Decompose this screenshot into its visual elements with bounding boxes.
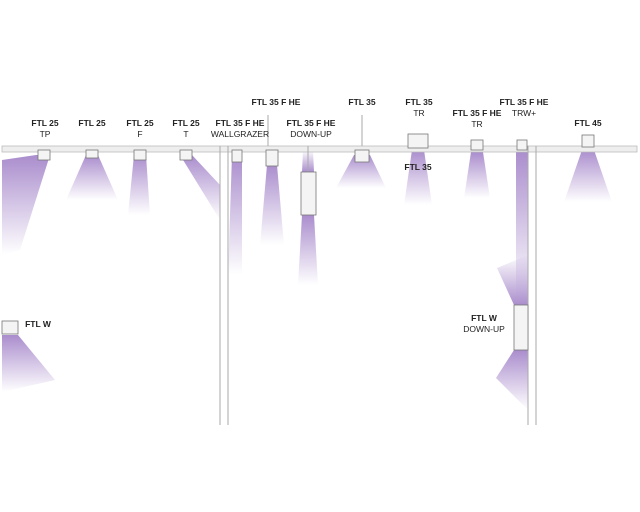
- fixture-name: FTL 35 F HE: [252, 97, 301, 107]
- fixture-variant: DOWN-UP: [290, 129, 332, 139]
- fixture-name: FTL 35 F HE: [216, 118, 265, 128]
- structure: [1, 115, 638, 425]
- fixtures: [1, 133, 595, 351]
- fixture-variant: F: [137, 129, 142, 139]
- fixture-variant: TP: [40, 129, 51, 139]
- fixture-name: FTL 35 F HE: [287, 118, 336, 128]
- fixture-variant: TRW+: [512, 108, 536, 118]
- fixture-name: FTL 25: [31, 118, 59, 128]
- fixture-name: FTL 25: [78, 118, 106, 128]
- fixture-name: FTL W: [25, 319, 52, 329]
- fixture-name: FTL 25: [172, 118, 200, 128]
- fixture-variant: WALLGRAZER: [211, 129, 269, 139]
- fixture-name: FTL 35: [348, 97, 376, 107]
- fixture-name: FTL 35 F HE: [500, 97, 549, 107]
- fixture-variant: TR: [471, 119, 482, 129]
- fixture-name: FTL 35 F HE: [453, 108, 502, 118]
- fixture-name: FTL 25: [126, 118, 154, 128]
- fixture-variant: DOWN-UP: [463, 324, 505, 334]
- fixture-name: FTL 35: [404, 162, 432, 172]
- fixture-name: FTL 35: [405, 97, 433, 107]
- fixture-variant: T: [183, 129, 188, 139]
- fixture-name: FTL W: [471, 313, 498, 323]
- beams: [2, 150, 612, 410]
- fixture-variant: TR: [413, 108, 424, 118]
- fixture-name: FTL 45: [574, 118, 602, 128]
